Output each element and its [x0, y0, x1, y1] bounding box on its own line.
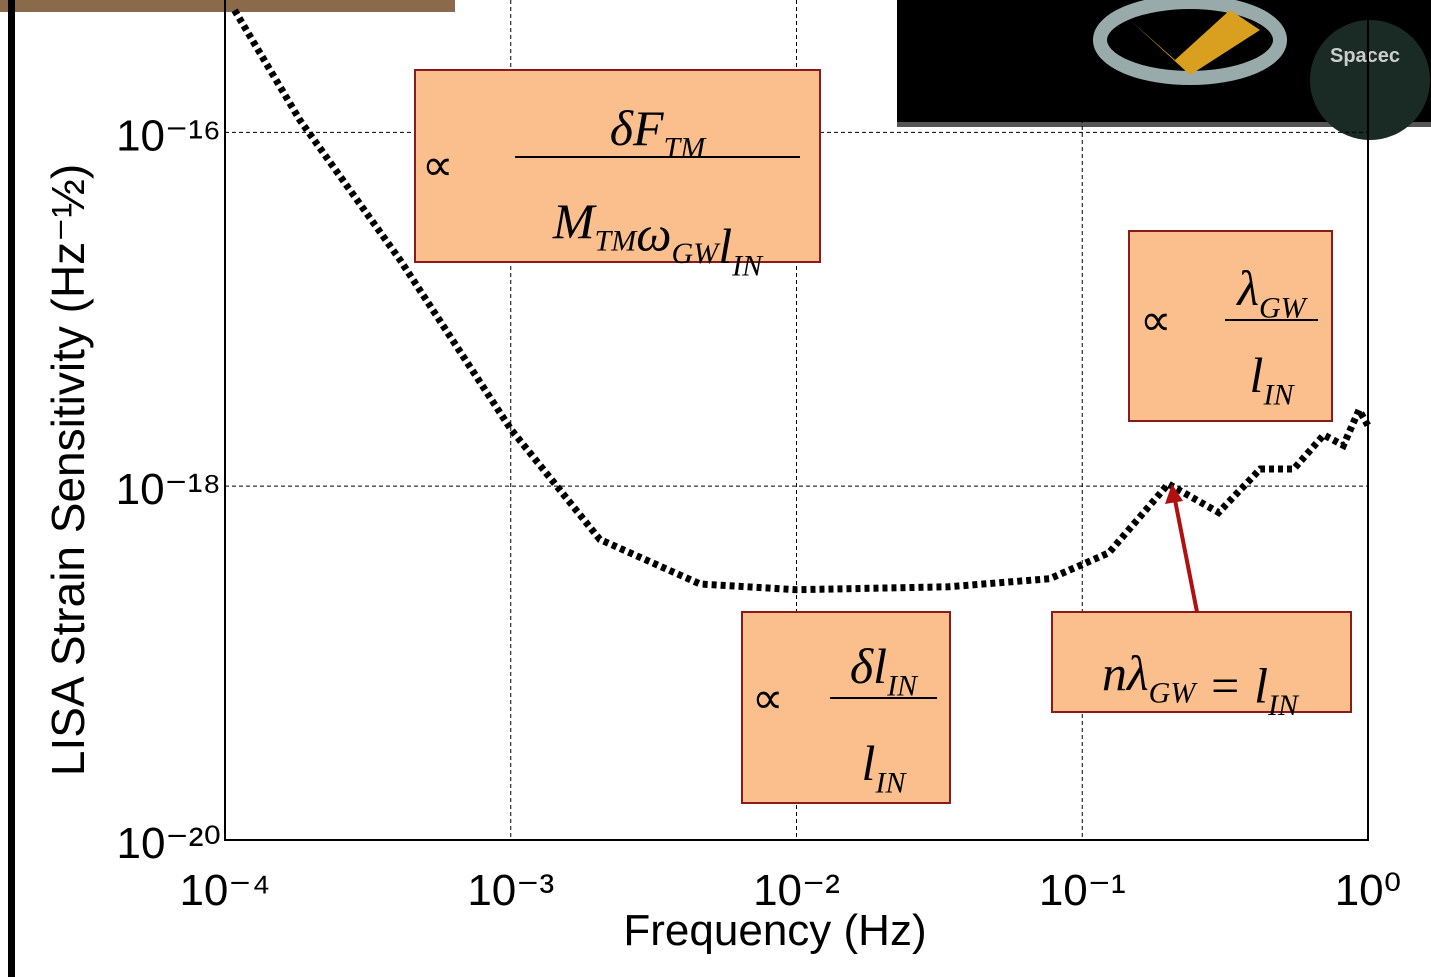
formula-part: M [552, 193, 597, 249]
formula-part: l [1250, 347, 1264, 403]
formula-subscript: IN [1267, 689, 1300, 722]
arrow [1175, 500, 1197, 612]
page: Spacec 10⁻⁴10⁻³10⁻²10⁻¹10⁰10⁻²⁰10⁻¹⁸10⁻¹… [0, 0, 1431, 977]
formula-part: nλ [1102, 645, 1149, 701]
formula-part: ω [636, 206, 671, 262]
x-tick-label: 10⁻⁴ [179, 866, 270, 915]
formula-subscript: TM [595, 225, 639, 258]
inset-image [897, 0, 1431, 140]
formula-part: l [718, 218, 732, 274]
y-tick-label: 10⁻¹⁸ [116, 465, 221, 514]
proportional-symbol: ∝ [752, 673, 783, 724]
x-tick-label: 10⁰ [1335, 866, 1402, 915]
proportional-symbol: ∝ [1140, 295, 1171, 346]
formula-part: δl [850, 638, 887, 694]
y-axis-label: LISA Strain Sensitivity (Hz⁻½) [42, 164, 94, 776]
formula-subscript: IN [874, 767, 907, 800]
left-bar [8, 0, 15, 977]
formula-part: l [1254, 658, 1268, 714]
x-axis-label: Frequency (Hz) [623, 906, 926, 955]
formula-subscript: GW [672, 237, 722, 270]
chart: Spacec 10⁻⁴10⁻³10⁻²10⁻¹10⁰10⁻²⁰10⁻¹⁸10⁻¹… [0, 0, 1431, 977]
formula-part: l [862, 735, 876, 791]
formula-part: δF [610, 100, 664, 156]
formula-subscript: IN [886, 670, 919, 703]
formula-part: λ [1235, 260, 1259, 316]
y-tick-label: 10⁻²⁰ [117, 819, 221, 868]
y-tick-label: 10⁻¹⁶ [116, 111, 221, 160]
photo-strip [0, 0, 455, 12]
x-tick-label: 10⁻¹ [1039, 866, 1126, 915]
formula-part: = [1195, 658, 1254, 714]
proportional-symbol: ∝ [422, 140, 453, 191]
formula-subscript: TM [664, 132, 708, 165]
inset-caption: Spacec [1330, 45, 1400, 67]
formula-subscript: GW [1149, 677, 1199, 710]
x-tick-label: 10⁻³ [467, 866, 554, 915]
formula-subscript: IN [731, 250, 764, 283]
formula-subscript: GW [1259, 292, 1309, 325]
formula-subscript: IN [1262, 379, 1295, 412]
